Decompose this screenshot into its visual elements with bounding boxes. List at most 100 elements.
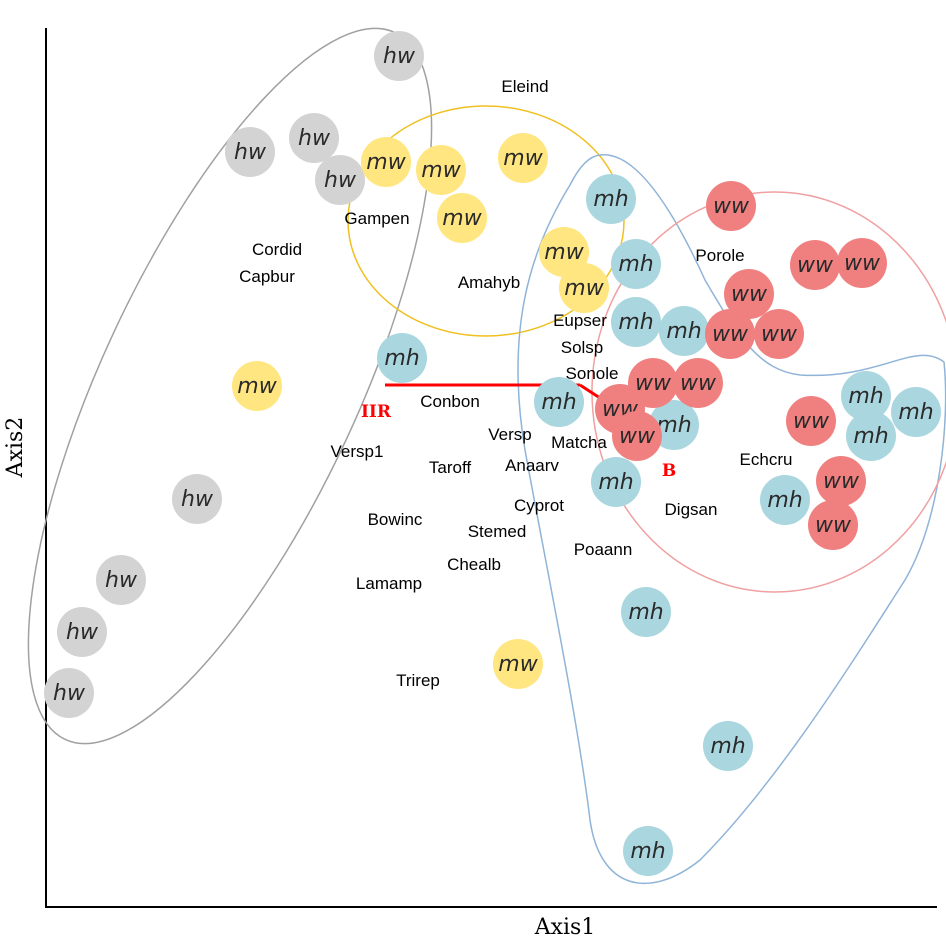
vector-line-b [579,383,601,400]
point-ww-marker [837,238,887,288]
point-ww-label: ww [797,253,834,278]
species-label: Chealb [447,555,501,574]
point-mh-marker [586,174,636,224]
point-mh-label: mh [656,413,691,438]
point-mh-label: mh [630,839,665,864]
species-label: Eupser [553,311,607,330]
point-ww: ww [790,240,840,290]
point-ww-marker [673,358,723,408]
group-hulls [27,27,946,885]
point-mh: mh [659,306,709,356]
point-hw-label: hw [298,126,331,151]
point-ww-marker [808,500,858,550]
point-ww: ww [705,309,755,359]
point-ww-label: ww [619,424,656,449]
point-ww-marker [705,309,755,359]
species-label: Poaann [574,540,633,559]
point-hw: hw [374,31,424,81]
axes: Axis1 Axis2 [3,28,937,938]
point-hw-marker [225,127,275,177]
species-label: Conbon [420,392,480,411]
point-ww: ww [816,456,866,506]
point-ww-label: ww [731,282,768,307]
species-label: Amahyb [458,273,520,292]
point-mh-label: mh [848,384,883,409]
point-mh-marker [611,297,661,347]
species-label: Echcru [740,450,793,469]
point-mh: mh [621,587,671,637]
point-mw-label: mw [421,158,461,183]
point-mw-label: mw [498,652,538,677]
point-mh-marker [891,387,941,437]
point-mw: mw [361,137,411,187]
species-label: Eleind [501,77,548,96]
point-hw: hw [172,474,222,524]
point-mh: mh [891,387,941,437]
point-hw: hw [44,668,94,718]
point-mh-label: mh [384,346,419,371]
point-mh-label: mh [710,734,745,759]
x-axis-title: Axis1 [534,915,596,938]
point-mw-label: mw [503,146,543,171]
species-label: Lamamp [356,574,422,593]
species-label: Cyprot [514,496,564,515]
point-ww-label: ww [844,251,881,276]
point-hw-marker [44,668,94,718]
species-label: Solsp [561,338,604,357]
point-mh-marker [846,411,896,461]
point-mw-marker [416,145,466,195]
point-mw-label: mw [442,206,482,231]
point-mw-marker [437,193,487,243]
point-hw-label: hw [324,168,357,193]
point-hw-label: hw [66,620,99,645]
species-label: Cordid [252,240,302,259]
point-mh: mh [534,377,584,427]
point-mh-marker [760,475,810,525]
point-hw-label: hw [181,487,214,512]
point-mh-label: mh [598,470,633,495]
point-mh: mh [611,297,661,347]
point-mh: mh [703,721,753,771]
species-label: Versp [488,425,531,444]
point-mh: mh [760,475,810,525]
point-mw-marker [559,263,609,313]
species-labels: Eleind Gampen Cordid Capbur Porole Amahyb Eups… [239,77,792,690]
point-ww-marker [612,411,662,461]
point-mw: mw [416,145,466,195]
species-label: Bowinc [368,510,423,529]
point-mh: mh [591,457,641,507]
point-mh-label: mh [618,310,653,335]
point-mh-marker [841,371,891,421]
point-mh-marker [623,826,673,876]
point-hw: hw [315,155,365,205]
point-mh-marker [703,721,753,771]
point-mw: mw [493,639,543,689]
point-ww-label: ww [680,371,717,396]
point-ww: ww [808,500,858,550]
point-mh: mh [377,333,427,383]
point-mw-marker [498,133,548,183]
point-mh: mh [846,411,896,461]
point-ww-label: ww [793,409,830,434]
point-mh: mh [586,174,636,224]
point-mh-marker [659,306,709,356]
point-ww: ww [612,411,662,461]
vector-label-b: B [662,461,676,481]
point-hw: hw [96,555,146,605]
point-mh-marker [377,333,427,383]
point-ww: ww [786,396,836,446]
vector-label-iir: IIR [361,402,392,422]
point-mh-marker [621,587,671,637]
point-ww: ww [706,181,756,231]
species-label: Gampen [344,209,409,228]
point-ww-marker [790,240,840,290]
point-ww-marker [754,309,804,359]
point-mw-label: mw [237,374,277,399]
point-hw-marker [315,155,365,205]
point-ww-marker [786,396,836,446]
mh-hull [517,154,946,885]
point-hw-label: hw [234,140,267,165]
point-mw-label: mw [544,240,584,265]
